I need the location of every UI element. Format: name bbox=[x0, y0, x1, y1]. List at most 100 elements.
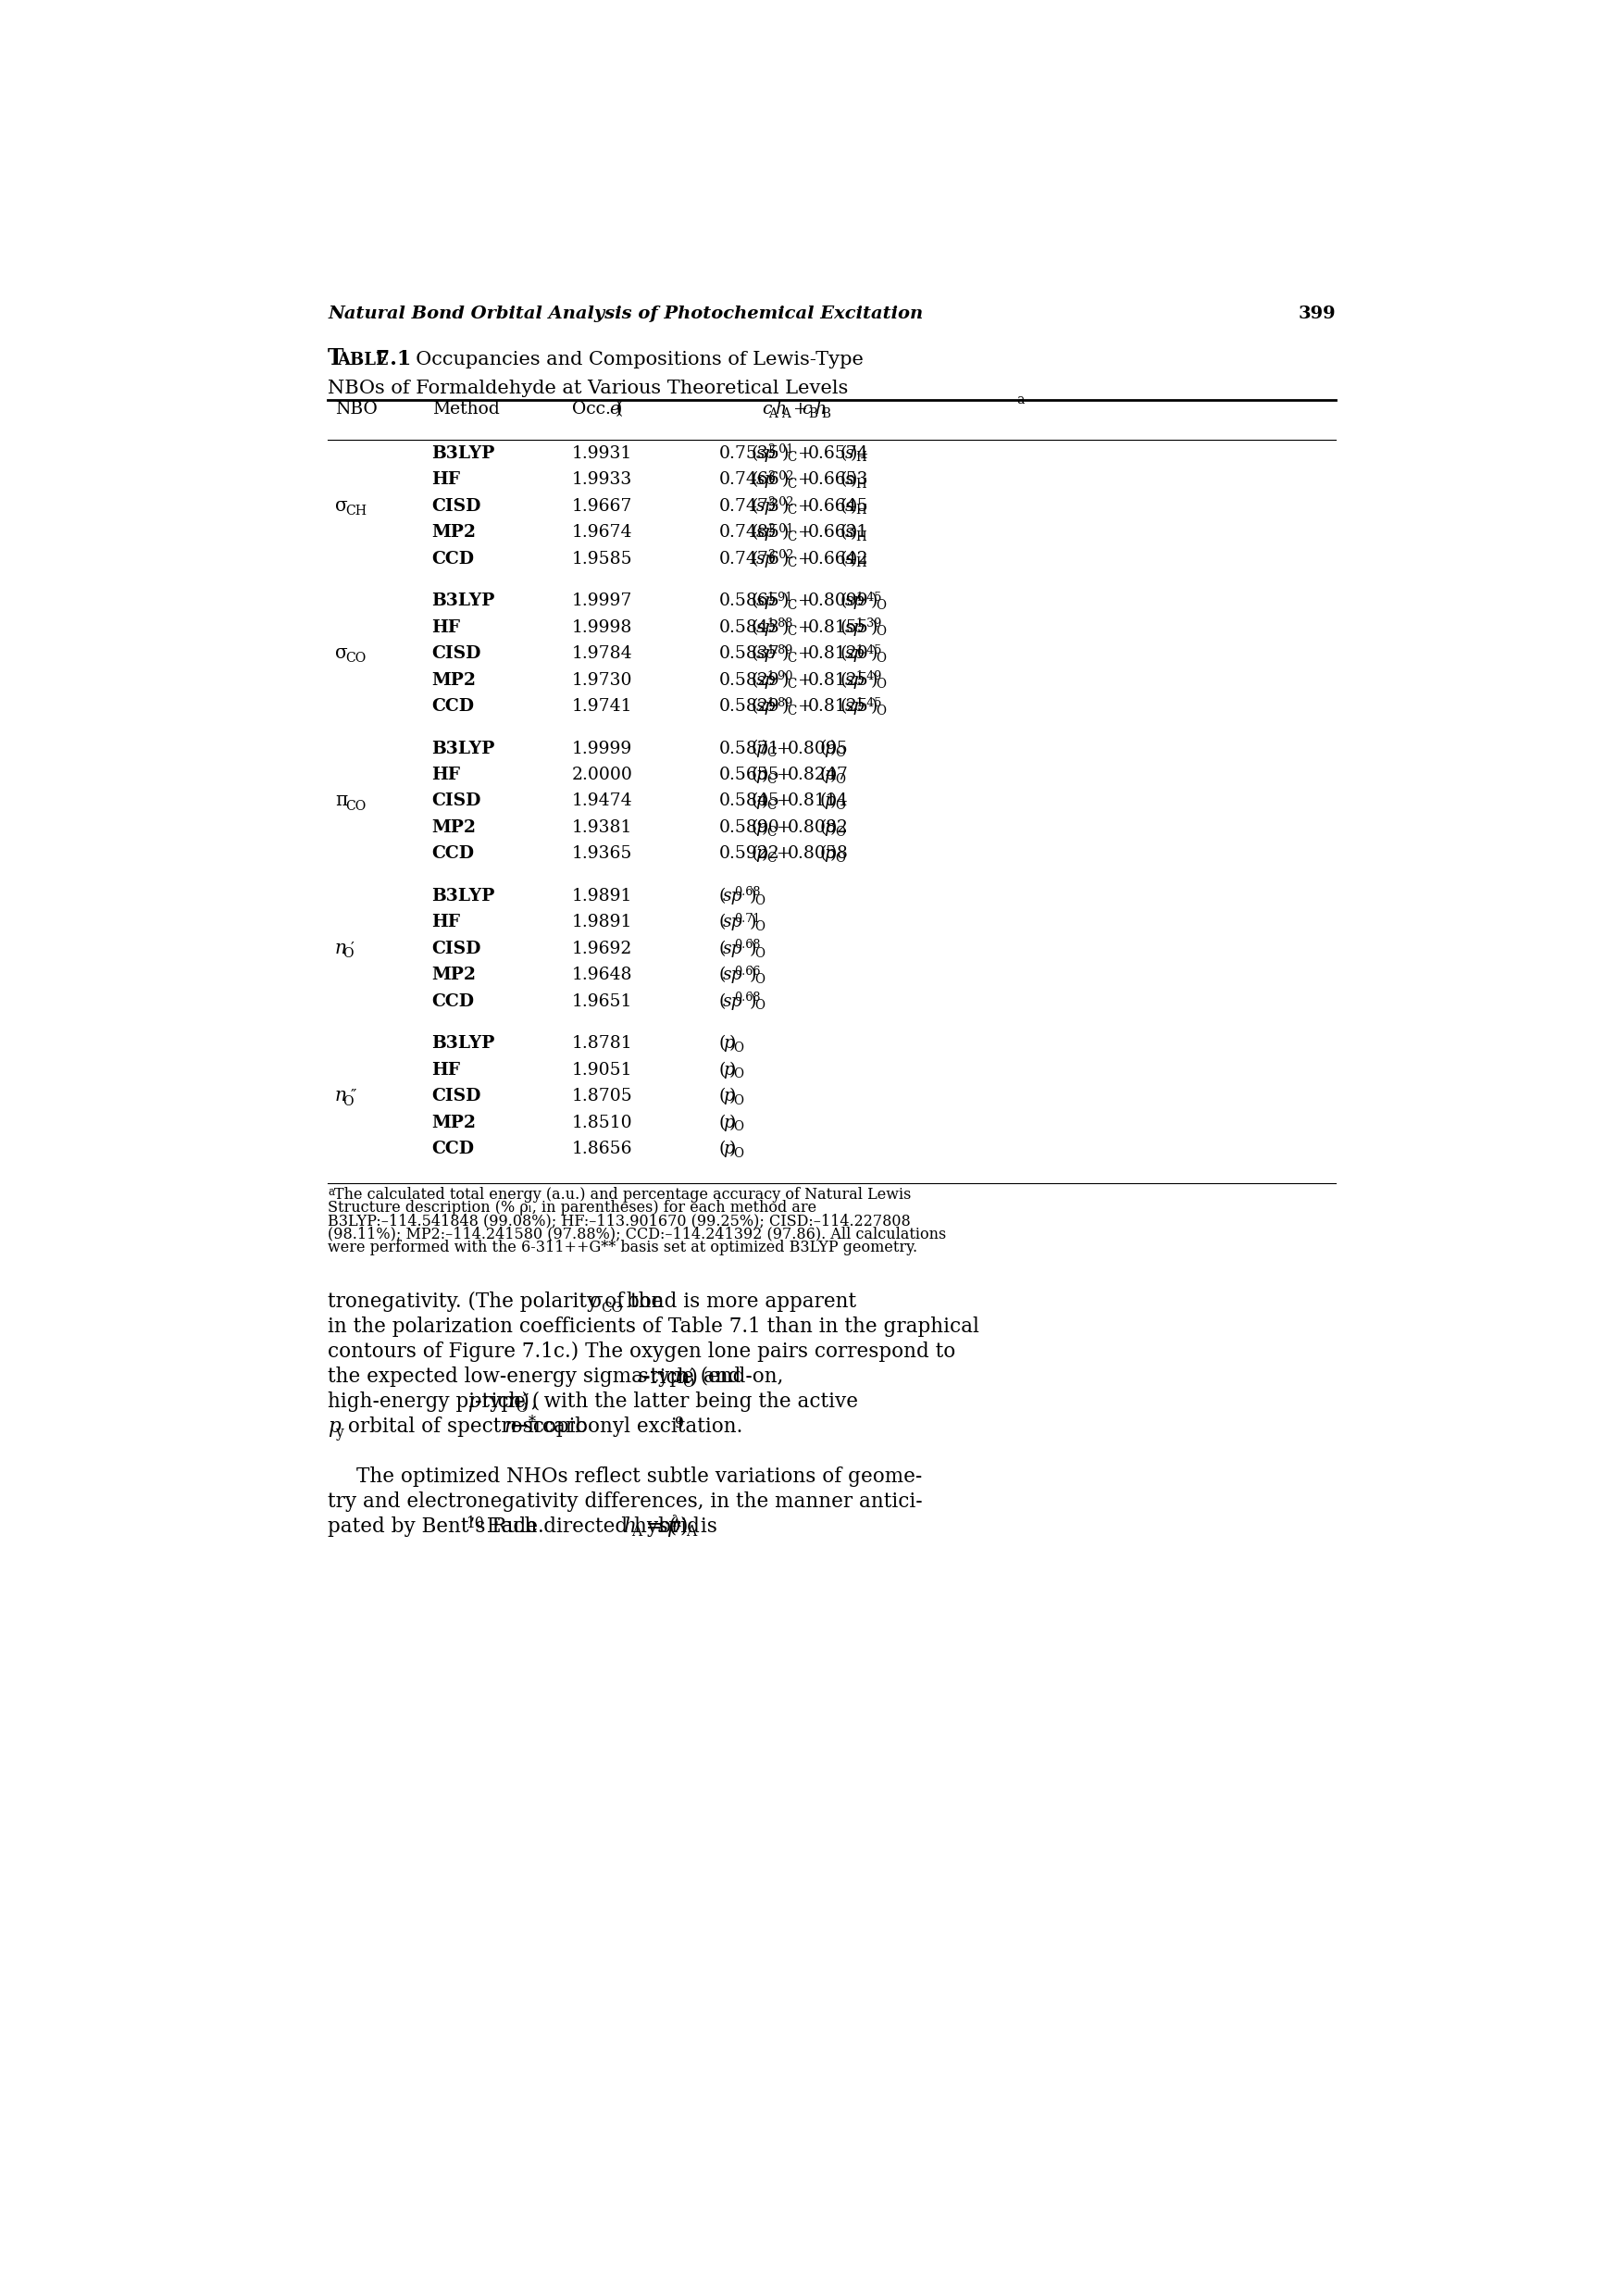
Text: sp: sp bbox=[657, 1515, 681, 1536]
Text: O: O bbox=[733, 1120, 744, 1134]
Text: (: ( bbox=[718, 1114, 725, 1132]
Text: ′: ′ bbox=[689, 1368, 693, 1382]
Text: +: + bbox=[770, 792, 796, 810]
Text: 0.5871: 0.5871 bbox=[718, 739, 780, 758]
Text: the expected low-energy sigma-type (end-on,: the expected low-energy sigma-type (end-… bbox=[328, 1366, 790, 1387]
Text: The calculated total energy (a.u.) and percentage accuracy of Natural Lewis: The calculated total energy (a.u.) and p… bbox=[335, 1187, 911, 1203]
Text: 2.02: 2.02 bbox=[767, 471, 793, 482]
Text: (: ( bbox=[751, 767, 757, 783]
Text: p: p bbox=[723, 1088, 735, 1104]
Text: σ: σ bbox=[335, 496, 348, 514]
Text: CH: CH bbox=[345, 505, 366, 517]
Text: sp: sp bbox=[756, 523, 775, 542]
Text: ): ) bbox=[781, 445, 788, 461]
Text: (: ( bbox=[751, 820, 757, 836]
Text: ): ) bbox=[680, 1515, 688, 1536]
Text: +: + bbox=[791, 592, 817, 608]
Text: s: s bbox=[845, 498, 853, 514]
Text: 2.01: 2.01 bbox=[767, 443, 793, 457]
Text: sp: sp bbox=[756, 592, 775, 608]
Text: 1.45: 1.45 bbox=[856, 592, 882, 604]
Text: 1.45: 1.45 bbox=[856, 696, 882, 709]
Text: CO: CO bbox=[345, 799, 366, 813]
Text: 7.1: 7.1 bbox=[367, 349, 411, 370]
Text: ): ) bbox=[760, 845, 769, 863]
Text: O: O bbox=[733, 1068, 744, 1081]
Text: c: c bbox=[762, 402, 772, 418]
Text: CCD: CCD bbox=[432, 698, 474, 714]
Text: C: C bbox=[786, 652, 796, 664]
Text: p: p bbox=[756, 792, 767, 810]
Text: ): ) bbox=[728, 1088, 735, 1104]
Text: 1.9933: 1.9933 bbox=[571, 471, 633, 489]
Text: (: ( bbox=[751, 698, 757, 714]
Text: sp: sp bbox=[845, 620, 864, 636]
Text: CISD: CISD bbox=[432, 645, 481, 661]
Text: CO: CO bbox=[600, 1302, 623, 1313]
Text: 0.5845: 0.5845 bbox=[718, 792, 780, 810]
Text: bond is more apparent: bond is more apparent bbox=[620, 1293, 856, 1311]
Text: NBOs of Formaldehyde at Various Theoretical Levels: NBOs of Formaldehyde at Various Theoreti… bbox=[328, 379, 848, 397]
Text: is: is bbox=[694, 1515, 717, 1536]
Text: s: s bbox=[845, 551, 853, 567]
Text: The optimized NHOs reflect subtle variations of geome-: The optimized NHOs reflect subtle variat… bbox=[356, 1467, 922, 1488]
Text: 0.7466: 0.7466 bbox=[718, 471, 780, 489]
Text: sp: sp bbox=[756, 645, 775, 661]
Text: (: ( bbox=[840, 620, 846, 636]
Text: 0.66: 0.66 bbox=[735, 967, 760, 978]
Text: ): ) bbox=[830, 845, 837, 863]
Text: ): ) bbox=[749, 889, 756, 905]
Text: p: p bbox=[723, 1061, 735, 1079]
Text: (: ( bbox=[751, 673, 757, 689]
Text: sp: sp bbox=[845, 698, 864, 714]
Text: 1.9730: 1.9730 bbox=[571, 673, 633, 689]
Text: +: + bbox=[788, 402, 812, 418]
Text: = (: = ( bbox=[639, 1515, 676, 1536]
Text: 1.9667: 1.9667 bbox=[571, 498, 633, 514]
Text: ): ) bbox=[781, 498, 788, 514]
Text: 1.45: 1.45 bbox=[856, 645, 882, 657]
Text: MP2: MP2 bbox=[432, 967, 476, 983]
Text: 1.8656: 1.8656 bbox=[571, 1141, 633, 1157]
Text: +: + bbox=[791, 620, 817, 636]
Text: +: + bbox=[770, 767, 796, 783]
Text: 0.5922: 0.5922 bbox=[718, 845, 780, 863]
Text: H: H bbox=[854, 452, 866, 464]
Text: 0.6645: 0.6645 bbox=[807, 498, 867, 514]
Text: O: O bbox=[835, 827, 845, 838]
Text: p: p bbox=[824, 820, 835, 836]
Text: sp: sp bbox=[845, 645, 864, 661]
Text: (: ( bbox=[840, 592, 846, 608]
Text: ): ) bbox=[760, 820, 769, 836]
Text: ): ) bbox=[781, 592, 788, 608]
Text: 1.9674: 1.9674 bbox=[571, 523, 633, 542]
Text: s: s bbox=[845, 523, 853, 542]
Text: (: ( bbox=[718, 967, 725, 983]
Text: 0.68: 0.68 bbox=[735, 992, 760, 1003]
Text: T: T bbox=[328, 347, 345, 370]
Text: MP2: MP2 bbox=[432, 820, 476, 836]
Text: h: h bbox=[775, 402, 786, 418]
Text: n: n bbox=[508, 1391, 521, 1412]
Text: O: O bbox=[875, 625, 885, 638]
Text: +: + bbox=[791, 445, 817, 461]
Text: (: ( bbox=[751, 620, 757, 636]
Text: +: + bbox=[770, 820, 796, 836]
Text: O: O bbox=[733, 1095, 744, 1107]
Text: Natural Bond Orbital Analysis of Photochemical Excitation: Natural Bond Orbital Analysis of Photoch… bbox=[328, 305, 922, 321]
Text: p: p bbox=[824, 792, 835, 810]
Text: 10: 10 bbox=[466, 1515, 484, 1531]
Text: sp: sp bbox=[756, 673, 775, 689]
Text: ): ) bbox=[781, 523, 788, 542]
Text: CCD: CCD bbox=[432, 551, 474, 567]
Text: (: ( bbox=[718, 1141, 725, 1157]
Text: ): ) bbox=[728, 1114, 735, 1132]
Text: O: O bbox=[835, 774, 845, 785]
Text: (: ( bbox=[751, 792, 757, 810]
Text: O: O bbox=[754, 999, 764, 1013]
Text: sp: sp bbox=[723, 914, 743, 930]
Text: 0.5655: 0.5655 bbox=[718, 767, 780, 783]
Text: +: + bbox=[791, 673, 817, 689]
Text: ): ) bbox=[849, 523, 856, 542]
Text: 1.90: 1.90 bbox=[767, 670, 793, 682]
